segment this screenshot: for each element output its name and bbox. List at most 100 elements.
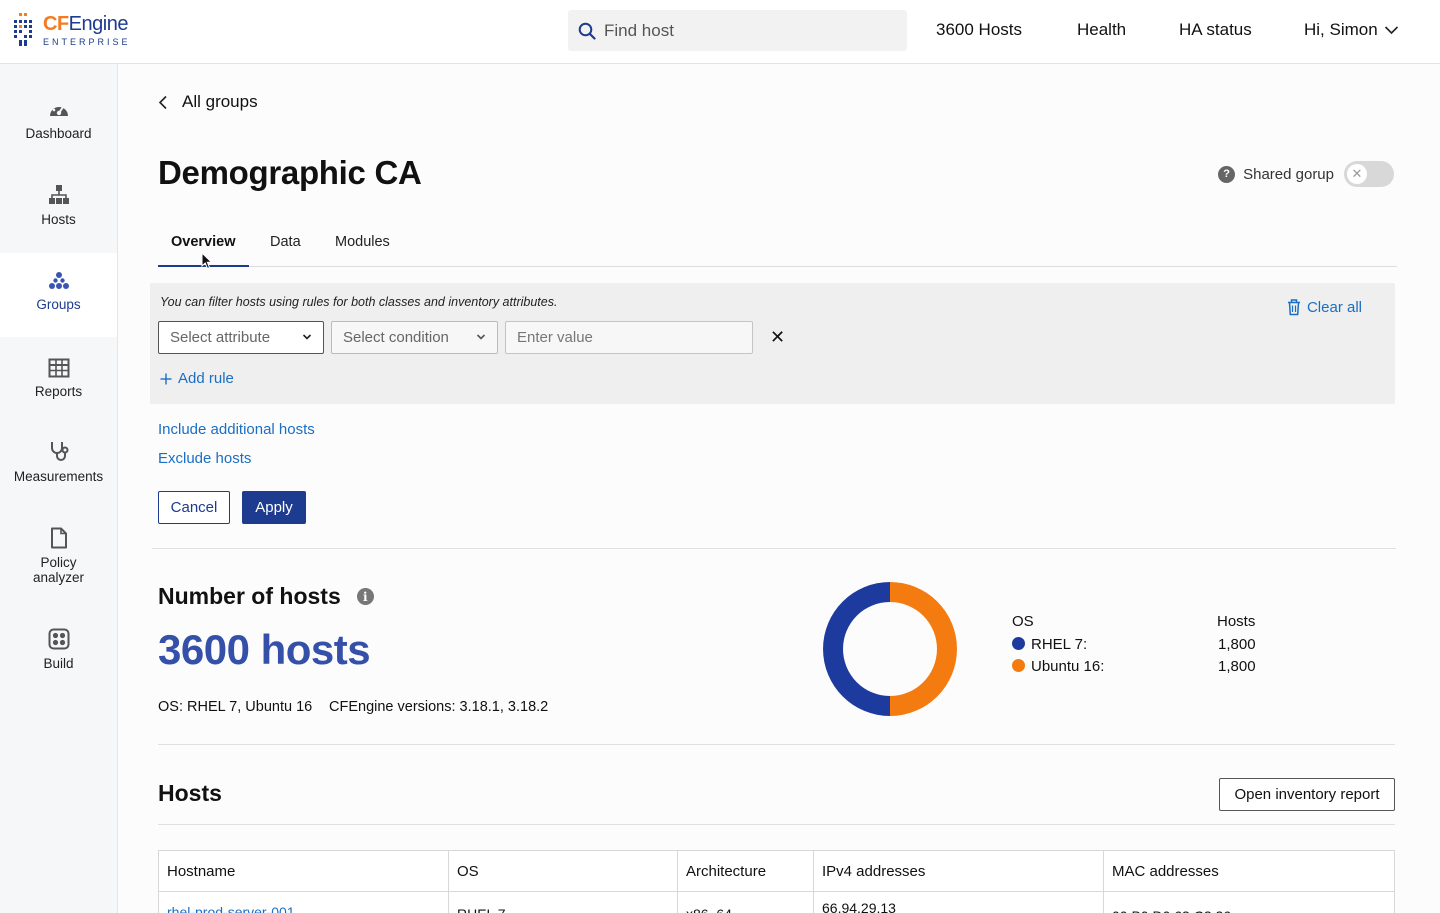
divider xyxy=(152,548,1396,549)
shared-group-label: Shared gorup xyxy=(1243,165,1334,183)
groups-icon xyxy=(48,272,69,289)
legend-dot xyxy=(1012,659,1025,672)
chevron-down-icon xyxy=(302,334,312,340)
find-host-search[interactable] xyxy=(568,10,907,51)
sidebar-item-groups[interactable]: Groups xyxy=(0,253,117,337)
page-title: Demographic CA xyxy=(158,154,422,191)
sidebar-item-label: Dashboard xyxy=(25,126,92,141)
clear-all-label: Clear all xyxy=(1306,298,1362,316)
main-content: All groups Demographic CA ? Shared gorup… xyxy=(118,64,1440,913)
active-tab-indicator xyxy=(158,265,249,267)
cancel-button[interactable]: Cancel xyxy=(158,491,230,524)
back-label: All groups xyxy=(182,92,258,111)
info-icon[interactable]: i xyxy=(356,588,374,605)
cfengine-logo-icon xyxy=(14,13,32,46)
hosts-section-title: Hosts xyxy=(158,780,222,806)
cell-architecture: x86_64 xyxy=(678,892,814,913)
select-attribute-dropdown[interactable]: Select attribute xyxy=(158,321,324,354)
legend-value: 1,800 xyxy=(1218,658,1256,675)
column-header-hostname[interactable]: Hostname xyxy=(159,851,449,891)
include-additional-hosts-link[interactable]: Include additional hosts xyxy=(158,421,315,438)
sidebar-item-build[interactable]: Build xyxy=(0,628,117,671)
mouse-cursor-icon xyxy=(201,252,213,270)
sidebar-item-dashboard[interactable]: Dashboard xyxy=(0,100,117,141)
hosts-table: Hostname OS Architecture IPv4 addresses … xyxy=(158,850,1395,913)
nav-hosts-count[interactable]: 3600 Hosts xyxy=(936,20,1022,39)
cfengine-versions: CFEngine versions: 3.18.1, 3.18.2 xyxy=(329,699,549,715)
add-rule-label: Add rule xyxy=(178,370,234,387)
top-bar: CFEngine ENTERPRISE 3600 Hosts Health HA… xyxy=(0,0,1440,64)
donut-slice-ubuntu-16 xyxy=(890,582,957,716)
exclude-hosts-link[interactable]: Exclude hosts xyxy=(158,450,252,467)
nav-ha-status[interactable]: HA status xyxy=(1179,20,1252,39)
user-menu[interactable]: Hi, Simon xyxy=(1304,20,1399,40)
sidebar: Dashboard Hosts Groups Reports Measureme… xyxy=(0,64,118,913)
sidebar-item-reports[interactable]: Reports xyxy=(0,358,117,399)
trash-icon xyxy=(1287,299,1300,316)
sidebar-item-measurements[interactable]: Measurements xyxy=(0,441,117,484)
chevron-left-icon xyxy=(158,95,167,109)
filter-panel: You can filter hosts using rules for bot… xyxy=(150,283,1395,404)
os-summary: OS: RHEL 7, Ubuntu 16 xyxy=(158,699,313,715)
legend-value: 1,800 xyxy=(1218,636,1256,653)
help-icon[interactable]: ? xyxy=(1218,165,1236,183)
tab-data[interactable]: Data xyxy=(270,234,301,250)
column-header-mac[interactable]: MAC addresses xyxy=(1112,863,1219,880)
select-condition-dropdown[interactable]: Select condition xyxy=(331,321,498,354)
legend-header-hosts: Hosts xyxy=(1217,613,1256,630)
add-rule-button[interactable]: Add rule xyxy=(160,370,234,387)
plus-icon xyxy=(160,373,172,384)
enter-value-input[interactable] xyxy=(505,321,753,354)
number-of-hosts-title: Number of hosts xyxy=(158,583,341,609)
user-greeting: Hi, Simon xyxy=(1304,20,1378,39)
shared-group-control: ? Shared gorup ✕ xyxy=(1218,161,1394,187)
policy-analyzer-icon xyxy=(50,527,67,549)
host-count: 3600 hosts xyxy=(158,626,371,673)
remove-rule-icon[interactable]: ✕ xyxy=(770,327,786,347)
clear-all-button[interactable]: Clear all xyxy=(1286,298,1362,316)
back-to-all-groups[interactable]: All groups xyxy=(158,92,258,112)
legend-row-ubuntu: Ubuntu 16: 1,800 xyxy=(1012,658,1262,678)
column-header-os[interactable]: OS xyxy=(449,851,678,891)
nav-health[interactable]: Health xyxy=(1077,20,1127,39)
number-of-hosts-heading: Number of hosts i xyxy=(158,583,374,610)
chevron-down-icon xyxy=(476,334,486,340)
sidebar-item-hosts[interactable]: Hosts xyxy=(0,184,117,227)
chevron-down-icon xyxy=(1384,26,1398,35)
apply-button[interactable]: Apply xyxy=(242,491,306,524)
sidebar-item-label: Build xyxy=(43,656,74,671)
tab-modules[interactable]: Modules xyxy=(335,234,390,250)
search-input[interactable] xyxy=(604,20,884,41)
reports-icon xyxy=(48,358,69,378)
legend-header-os: OS xyxy=(1012,613,1034,630)
legend-label: Ubuntu 16: xyxy=(1031,658,1105,675)
dashboard-icon xyxy=(49,103,68,116)
donut-slice-rhel-7 xyxy=(823,582,890,716)
hostname-link[interactable]: rhel-prod-server-001 xyxy=(167,904,295,913)
search-icon xyxy=(578,22,596,40)
sidebar-item-label: Policy xyxy=(40,555,77,570)
open-inventory-report-button[interactable]: Open inventory report xyxy=(1219,778,1395,811)
sidebar-item-label: Hosts xyxy=(41,212,76,227)
sidebar-item-policy-analyzer[interactable]: Policy analyzer xyxy=(0,527,117,585)
shared-group-toggle[interactable]: ✕ xyxy=(1344,161,1394,187)
legend-dot xyxy=(1012,637,1025,650)
hosts-icon xyxy=(48,185,69,204)
select-condition-placeholder: Select condition xyxy=(343,329,449,346)
column-header-architecture[interactable]: Architecture xyxy=(678,851,814,891)
sidebar-item-label: Measurements xyxy=(13,469,104,484)
column-header-ipv4[interactable]: IPv4 addresses xyxy=(814,851,1104,891)
build-icon xyxy=(48,628,69,650)
os-donut-chart xyxy=(823,582,957,716)
cell-mac: 00:B0:D0:63:C2:26 xyxy=(1104,892,1394,913)
tab-overview[interactable]: Overview xyxy=(171,234,236,250)
sidebar-item-label: Groups xyxy=(36,297,81,312)
measurements-icon xyxy=(50,442,68,461)
logo-brand: CFEngine xyxy=(43,12,128,35)
table-row: rhel-prod-server-001 RHEL 7 x86_64 66.94… xyxy=(159,892,1394,913)
divider xyxy=(158,744,1395,745)
cell-os: RHEL 7 xyxy=(449,892,678,913)
sidebar-item-label-line2: analyzer xyxy=(32,570,85,585)
cell-hostname: rhel-prod-server-001 xyxy=(159,892,449,913)
cfengine-logo[interactable]: CFEngine ENTERPRISE xyxy=(12,10,131,50)
